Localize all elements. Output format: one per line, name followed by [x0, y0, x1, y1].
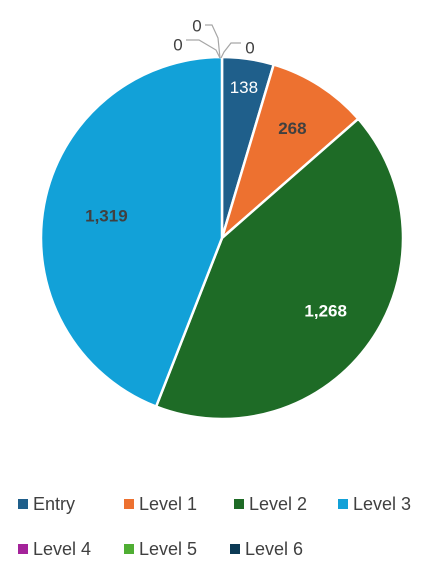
legend-swatch-level-6 — [230, 544, 240, 554]
legend-item-level-1: Level 1 — [124, 494, 197, 514]
data-label-level-1: 268 — [278, 119, 306, 138]
leader-lines — [186, 24, 241, 59]
legend-item-level-5: Level 5 — [124, 539, 197, 559]
legend-swatch-level-3 — [338, 499, 348, 509]
legend-label-level-2: Level 2 — [249, 494, 307, 514]
legend: Entry Level 1 Level 2 Level 3 Level 4 Level 5… — [18, 494, 411, 559]
data-label-level-2: 1,268 — [304, 301, 347, 320]
legend-label-level-4: Level 4 — [33, 539, 91, 559]
legend-label-level-1: Level 1 — [139, 494, 197, 514]
leader-line-level-5 — [205, 24, 221, 59]
legend-label-level-6: Level 6 — [245, 539, 303, 559]
leader-line-level-4 — [186, 39, 221, 59]
legend-item-level-3: Level 3 — [338, 494, 411, 514]
legend-label-level-5: Level 5 — [139, 539, 197, 559]
legend-item-level-4: Level 4 — [18, 539, 91, 559]
legend-swatch-entry — [18, 499, 28, 509]
leader-line-level-6 — [220, 42, 241, 59]
legend-label-level-3: Level 3 — [353, 494, 411, 514]
legend-swatch-level-4 — [18, 544, 28, 554]
data-label-level-5: 0 — [192, 17, 201, 36]
legend-swatch-level-2 — [234, 499, 244, 509]
pie-slice-level-2 — [154, 117, 405, 421]
data-label-level-3: 1,319 — [85, 207, 128, 226]
legend-item-level-2: Level 2 — [234, 494, 307, 514]
legend-label-entry: Entry — [33, 494, 75, 514]
data-label-level-4: 0 — [173, 36, 182, 55]
pie-slice-level-3 — [39, 55, 224, 408]
legend-swatch-level-5 — [124, 544, 134, 554]
legend-item-entry: Entry — [18, 494, 75, 514]
data-label-entry: 138 — [230, 78, 258, 97]
pie-slice-level-1 — [220, 63, 360, 240]
legend-item-level-6: Level 6 — [230, 539, 303, 559]
legend-swatch-level-1 — [124, 499, 134, 509]
pie-slices — [39, 55, 405, 421]
data-label-level-6: 0 — [245, 39, 254, 58]
